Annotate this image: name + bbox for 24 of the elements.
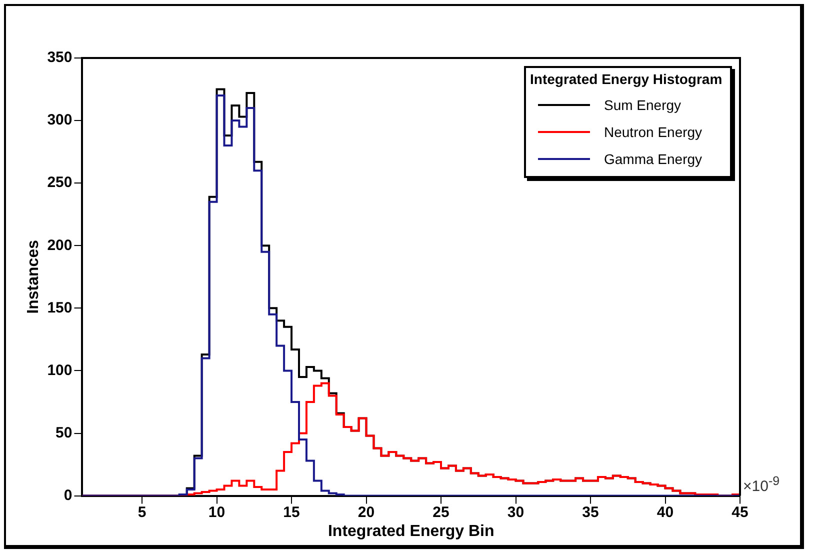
y-tick-label: 0 (64, 486, 72, 504)
y-tick-label: 300 (47, 112, 72, 129)
x-tick-label: 35 (582, 504, 599, 521)
x-tick-label: 30 (507, 504, 524, 521)
y-axis-title: Instances (25, 240, 42, 314)
y-tick-label: 200 (47, 236, 72, 254)
y-tick-label: 50 (56, 424, 72, 442)
y-tick-label: 350 (47, 49, 72, 66)
legend-title: Integrated Energy Histogram (530, 71, 722, 87)
x-axis-title: Integrated Energy Bin (328, 522, 494, 540)
y-tick-label: 250 (47, 174, 72, 192)
y-tick-label: 100 (47, 362, 72, 379)
x-tick-label: 15 (283, 504, 300, 521)
legend-label: Sum Energy (604, 96, 682, 112)
x-tick-label: 40 (656, 504, 674, 521)
legend-label: Gamma Energy (604, 150, 702, 166)
text: ×10$^{-9}$ (743, 474, 780, 495)
x-tick-label: 10 (208, 504, 226, 521)
x-tick-label: 5 (138, 504, 146, 521)
x-tick-label: 20 (358, 504, 375, 521)
x-tick-label: 45 (732, 504, 748, 521)
x-tick-label: 25 (432, 504, 450, 521)
legend-label: Neutron Energy (604, 124, 702, 140)
y-tick-label: 150 (47, 299, 72, 316)
